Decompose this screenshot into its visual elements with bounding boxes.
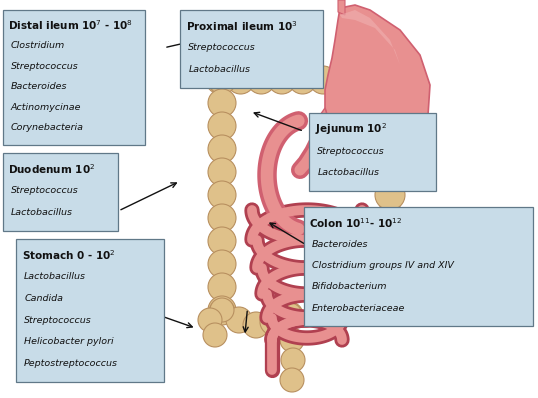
- Circle shape: [350, 66, 378, 94]
- Text: Actinomycinae: Actinomycinae: [11, 103, 81, 112]
- Circle shape: [208, 89, 236, 117]
- Circle shape: [277, 302, 303, 328]
- Circle shape: [375, 249, 405, 279]
- Polygon shape: [325, 5, 430, 158]
- Text: Streptococcus: Streptococcus: [11, 62, 79, 71]
- Text: Lactobacillus: Lactobacillus: [11, 208, 73, 217]
- Text: Clostridium groups IV and XIV: Clostridium groups IV and XIV: [312, 261, 454, 270]
- Circle shape: [243, 312, 269, 338]
- Polygon shape: [338, 0, 345, 15]
- Circle shape: [281, 348, 305, 372]
- Text: Duodenum 10$^{2}$: Duodenum 10$^{2}$: [8, 162, 95, 176]
- Text: Proximal ileum 10$^{3}$: Proximal ileum 10$^{3}$: [186, 19, 298, 33]
- Circle shape: [226, 66, 254, 94]
- Circle shape: [208, 135, 236, 163]
- Circle shape: [375, 180, 405, 210]
- Text: Peptostreptococcus: Peptostreptococcus: [24, 359, 118, 368]
- Circle shape: [247, 66, 275, 94]
- Circle shape: [375, 226, 405, 256]
- Text: Lactobacillus: Lactobacillus: [188, 65, 250, 74]
- Circle shape: [375, 65, 405, 95]
- Circle shape: [208, 112, 236, 140]
- Circle shape: [288, 66, 316, 94]
- Circle shape: [375, 88, 405, 118]
- Circle shape: [208, 204, 236, 232]
- Text: Bacteroides: Bacteroides: [11, 82, 67, 91]
- Text: Stomach 0 - 10$^{2}$: Stomach 0 - 10$^{2}$: [22, 248, 115, 262]
- Text: Candida: Candida: [24, 294, 63, 303]
- Text: Colon 10$^{11}$- 10$^{12}$: Colon 10$^{11}$- 10$^{12}$: [309, 216, 403, 230]
- Circle shape: [375, 203, 405, 233]
- Circle shape: [309, 66, 337, 94]
- Text: Corynebacteria: Corynebacteria: [11, 123, 84, 132]
- Circle shape: [278, 303, 302, 327]
- Circle shape: [375, 295, 405, 325]
- Text: Lactobacillus: Lactobacillus: [24, 272, 86, 281]
- Circle shape: [260, 309, 286, 335]
- Text: Streptococcus: Streptococcus: [11, 186, 79, 195]
- Text: Clostridium: Clostridium: [11, 41, 65, 51]
- Circle shape: [208, 227, 236, 255]
- Text: Lactobacillus: Lactobacillus: [317, 168, 379, 177]
- Polygon shape: [340, 10, 400, 65]
- Text: Enterobacteriaceae: Enterobacteriaceae: [312, 304, 406, 313]
- Circle shape: [209, 299, 235, 325]
- Text: Streptococcus: Streptococcus: [24, 316, 92, 325]
- Circle shape: [375, 272, 405, 302]
- Text: Distal ileum 10$^{7}$ - 10$^{8}$: Distal ileum 10$^{7}$ - 10$^{8}$: [8, 19, 133, 32]
- Text: Helicobacter pylori: Helicobacter pylori: [24, 338, 114, 346]
- Circle shape: [280, 368, 304, 392]
- Circle shape: [375, 111, 405, 141]
- Circle shape: [208, 296, 236, 324]
- Circle shape: [208, 158, 236, 186]
- Circle shape: [375, 134, 405, 164]
- Circle shape: [208, 273, 236, 301]
- Text: Bifidobacterium: Bifidobacterium: [312, 283, 387, 291]
- Circle shape: [226, 307, 252, 333]
- Text: Jejunum 10$^{2}$: Jejunum 10$^{2}$: [315, 122, 387, 137]
- Circle shape: [198, 308, 222, 332]
- Text: Streptococcus: Streptococcus: [317, 146, 385, 156]
- Circle shape: [206, 66, 234, 94]
- Circle shape: [371, 66, 399, 94]
- Polygon shape: [312, 108, 340, 148]
- Text: Bacteroides: Bacteroides: [312, 240, 369, 249]
- Circle shape: [330, 66, 358, 94]
- Circle shape: [203, 323, 227, 347]
- Text: Streptococcus: Streptococcus: [188, 43, 256, 52]
- Circle shape: [268, 66, 296, 94]
- Circle shape: [210, 298, 234, 322]
- Circle shape: [208, 66, 236, 94]
- Circle shape: [280, 328, 304, 352]
- Circle shape: [208, 250, 236, 278]
- Circle shape: [208, 181, 236, 209]
- Circle shape: [375, 157, 405, 187]
